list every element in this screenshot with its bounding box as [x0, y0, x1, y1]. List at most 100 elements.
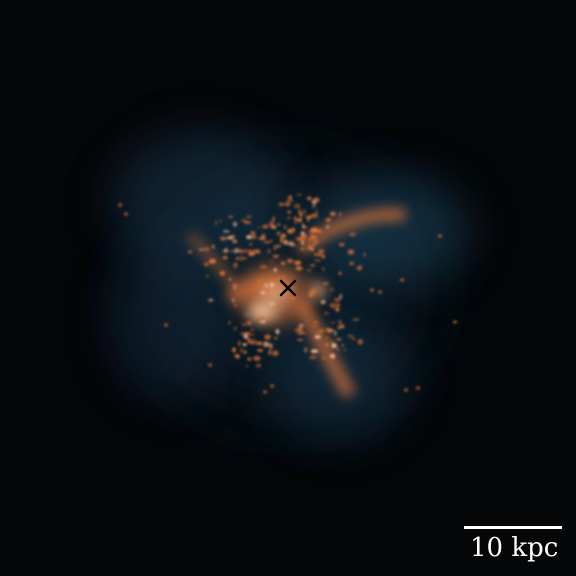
- gas-clump: [256, 349, 264, 352]
- gas-clump: [311, 237, 318, 240]
- gas-clump: [286, 258, 294, 263]
- gas-clump: [258, 236, 266, 241]
- gas-clump: [314, 259, 321, 262]
- gas-clump: [263, 240, 271, 244]
- gas-clump: [283, 276, 285, 279]
- gas-clump: [307, 217, 310, 223]
- gas-clump: [263, 341, 268, 344]
- gas-clump: [363, 252, 366, 258]
- gas-clump: [273, 245, 277, 251]
- gas-clump: [325, 342, 329, 348]
- gas-clump: [310, 230, 314, 235]
- gas-clump: [315, 209, 318, 215]
- gas-clump: [306, 269, 312, 272]
- gas-clump: [222, 230, 230, 233]
- gas-clump: [351, 337, 356, 341]
- gas-clump: [294, 260, 302, 266]
- gas-clump: [205, 275, 209, 277]
- gas-clump: [264, 283, 268, 288]
- gas-clump: [276, 231, 281, 236]
- gas-clump: [314, 334, 321, 339]
- gas-clump: [312, 324, 319, 327]
- gas-clump: [232, 347, 236, 353]
- gas-clump: [321, 267, 325, 270]
- gas-clump: [283, 224, 287, 230]
- gas-clump: [334, 330, 337, 336]
- gas-clump: [331, 343, 337, 349]
- gas-clump: [232, 239, 238, 244]
- gas-clump: [291, 243, 296, 247]
- gas-clump: [329, 340, 334, 344]
- gas-clump: [230, 250, 235, 253]
- gas-clump: [243, 350, 247, 354]
- gas-clump: [246, 323, 252, 325]
- gas-clump: [240, 347, 243, 354]
- gas-clump: [335, 338, 342, 341]
- gas-clump: [308, 238, 311, 242]
- gas-clump: [323, 269, 325, 272]
- gas-clump: [250, 328, 254, 332]
- gas-clump: [270, 239, 273, 243]
- gas-clump: [286, 217, 292, 219]
- gas-clump: [438, 234, 442, 238]
- gas-clump: [270, 282, 274, 287]
- gas-clump: [233, 262, 238, 268]
- gas-clump: [321, 356, 327, 360]
- gas-clump: [264, 334, 271, 340]
- gas-clump: [341, 344, 345, 347]
- gas-clump: [211, 244, 215, 249]
- gas-clump: [220, 236, 227, 241]
- gas-clump: [400, 278, 404, 282]
- gas-clump: [286, 199, 294, 203]
- gas-clump: [241, 219, 248, 223]
- gas-clump: [298, 324, 305, 327]
- gas-clump: [310, 213, 319, 219]
- gas-clump: [312, 240, 320, 244]
- gas-clump: [222, 255, 228, 260]
- gas-clump: [124, 212, 128, 216]
- gas-clump: [298, 208, 301, 214]
- dense-gas-core: [230, 255, 327, 335]
- gas-clump: [257, 226, 261, 229]
- gas-clump: [248, 341, 254, 344]
- gas-clump: [244, 313, 252, 316]
- gas-clump: [241, 323, 247, 326]
- gas-clump: [339, 211, 341, 217]
- gas-clump: [276, 223, 281, 226]
- gas-clump: [248, 252, 255, 256]
- gas-clump: [289, 228, 296, 233]
- gas-clump: [370, 288, 374, 292]
- gas-clump: [339, 294, 343, 299]
- gas-clump: [324, 311, 329, 315]
- gas-clump: [312, 205, 316, 209]
- gas-clump: [284, 202, 291, 207]
- gas-clump: [378, 290, 382, 294]
- gas-clump: [349, 261, 355, 266]
- gas-clump: [246, 364, 248, 368]
- gas-clump: [269, 222, 274, 228]
- gas-clump: [326, 336, 329, 340]
- gas-clump: [262, 224, 269, 229]
- gas-clump: [296, 339, 303, 341]
- gas-clump: [307, 245, 313, 251]
- gas-clump: [312, 244, 316, 247]
- gas-clump: [203, 262, 209, 267]
- gas-clump: [404, 388, 408, 392]
- gas-clump: [209, 298, 212, 303]
- gas-clump: [280, 261, 286, 266]
- gas-clump: [219, 219, 222, 223]
- gas-clump: [314, 252, 317, 257]
- gas-clump: [307, 196, 312, 201]
- gas-clump: [308, 292, 314, 298]
- gas-clump: [329, 288, 335, 291]
- gas-clump: [232, 283, 237, 286]
- gas-clump: [269, 344, 273, 350]
- gas-clump: [258, 317, 265, 322]
- gas-clump: [288, 195, 293, 199]
- scale-bar-label: 10 kpc: [470, 533, 559, 563]
- gas-clump: [234, 304, 237, 307]
- gas-clump: [228, 321, 231, 325]
- gas-clump: [219, 270, 225, 276]
- gas-clump: [416, 386, 420, 390]
- gas-clump: [275, 244, 282, 248]
